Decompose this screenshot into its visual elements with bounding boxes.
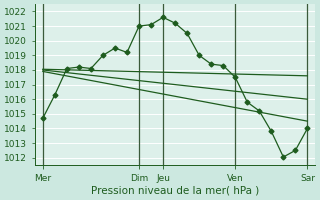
X-axis label: Pression niveau de la mer( hPa ): Pression niveau de la mer( hPa ): [91, 186, 259, 196]
